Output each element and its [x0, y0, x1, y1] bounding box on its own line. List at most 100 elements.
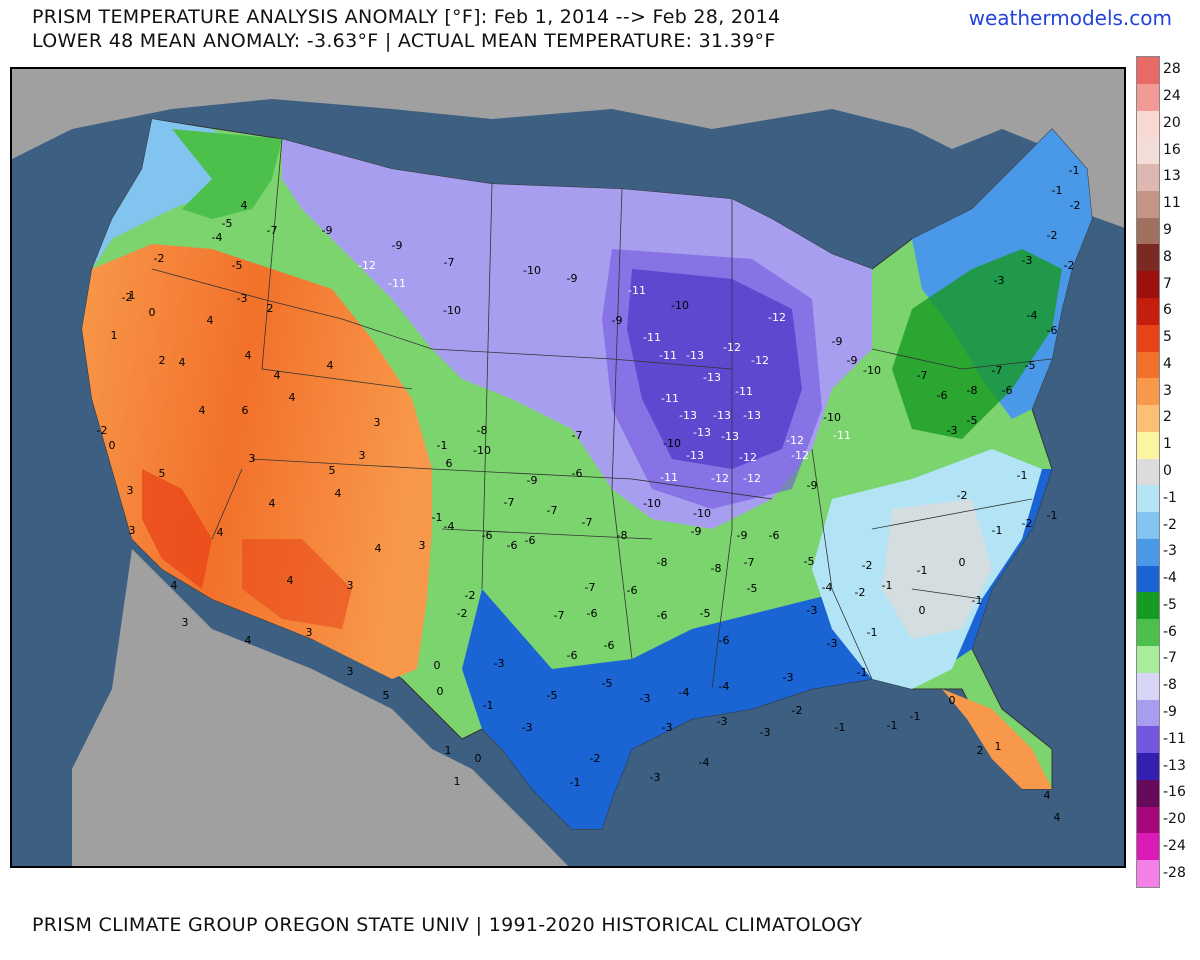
- anomaly-value-label: -12: [743, 472, 761, 485]
- anomaly-value-label: -12: [711, 472, 729, 485]
- anomaly-value-label: -7: [504, 496, 515, 509]
- legend-label: -3: [1163, 543, 1177, 560]
- anomaly-value-label: -4: [212, 231, 223, 244]
- anomaly-value-label: -5: [602, 677, 613, 690]
- anomaly-value-label: -1: [857, 666, 868, 679]
- anomaly-value-label: 4: [245, 634, 252, 647]
- anomaly-value-label: -10: [863, 364, 881, 377]
- anomaly-value-label: -6: [769, 529, 780, 542]
- anomaly-value-label: -8: [657, 556, 668, 569]
- legend-label: 3: [1163, 382, 1172, 399]
- anomaly-value-label: 4: [1054, 811, 1061, 824]
- legend-swatch: [1137, 565, 1159, 593]
- source-link[interactable]: weathermodels.com: [968, 6, 1172, 30]
- legend-swatch: [1137, 833, 1159, 861]
- anomaly-value-label: -4: [719, 680, 730, 693]
- legend-label: 16: [1163, 141, 1181, 158]
- legend-label: 7: [1163, 275, 1172, 292]
- anomaly-value-label: 2: [267, 302, 274, 315]
- legend-swatch: [1137, 83, 1159, 112]
- anomaly-value-label: -11: [659, 349, 677, 362]
- anomaly-value-label: -6: [567, 649, 578, 662]
- anomaly-value-label: -3: [783, 671, 794, 684]
- anomaly-value-label: -10: [671, 299, 689, 312]
- anomaly-value-label: -12: [723, 341, 741, 354]
- anomaly-value-label: -11: [833, 429, 851, 442]
- legend-swatch: [1137, 699, 1159, 727]
- anomaly-value-label: -1: [1047, 509, 1058, 522]
- anomaly-value-label: -10: [663, 437, 681, 450]
- anomaly-value-label: -5: [700, 607, 711, 620]
- anomaly-value-label: 4: [335, 487, 342, 500]
- anomaly-value-label: -9: [847, 354, 858, 367]
- anomaly-value-label: 0: [149, 306, 156, 319]
- anomaly-value-label: -7: [992, 364, 1003, 377]
- anomaly-value-label: 3: [182, 616, 189, 629]
- legend-swatch: [1137, 860, 1159, 888]
- anomaly-value-label: -12: [358, 259, 376, 272]
- legend-label: 6: [1163, 302, 1172, 319]
- color-scale-legend: [1136, 56, 1160, 888]
- anomaly-value-label: -11: [660, 471, 678, 484]
- anomaly-value-label: 4: [287, 574, 294, 587]
- anomaly-value-label: -12: [768, 311, 786, 324]
- anomaly-value-label: 1: [445, 744, 452, 757]
- anomaly-value-label: -6: [587, 607, 598, 620]
- anomaly-value-label: 5: [329, 464, 336, 477]
- anomaly-value-label: 4: [241, 199, 248, 212]
- west-warm-region: [82, 244, 432, 679]
- anomaly-value-label: -11: [628, 284, 646, 297]
- anomaly-value-label: 4: [269, 497, 276, 510]
- legend-swatch: [1137, 431, 1159, 460]
- anomaly-value-label: -13: [713, 409, 731, 422]
- legend-label: -6: [1163, 623, 1177, 640]
- legend-label: 5: [1163, 329, 1172, 346]
- state-boundaries: [151, 138, 1053, 690]
- anomaly-value-label: -6: [1002, 384, 1013, 397]
- anomaly-value-label: 4: [1044, 789, 1051, 802]
- legend-label: -16: [1163, 784, 1186, 801]
- anomaly-value-label: -1: [432, 511, 443, 524]
- anomaly-value-label: -9: [807, 479, 818, 492]
- northeast-green: [892, 249, 1062, 439]
- legend-swatch: [1137, 57, 1159, 85]
- anomaly-value-label: -2: [465, 589, 476, 602]
- anomaly-value-label: 1: [129, 289, 136, 302]
- anomaly-value-label: -11: [735, 385, 753, 398]
- anomaly-value-label: -9: [322, 224, 333, 237]
- map-subtitle-mean-anomaly: LOWER 48 MEAN ANOMALY: -3.63°F | ACTUAL …: [32, 30, 776, 52]
- anomaly-value-label: -7: [267, 224, 278, 237]
- legend-swatch: [1137, 806, 1159, 834]
- anomaly-value-label: -12: [751, 354, 769, 367]
- anomaly-value-label: 1: [454, 775, 461, 788]
- anomaly-value-label: -12: [791, 449, 809, 462]
- anomaly-value-label: -3: [947, 424, 958, 437]
- anomaly-value-label: -6: [627, 584, 638, 597]
- legend-label: -24: [1163, 837, 1186, 854]
- anomaly-value-label: -2: [957, 489, 968, 502]
- anomaly-value-label: -3: [827, 637, 838, 650]
- anomaly-value-label: 3: [306, 626, 313, 639]
- legend-swatch: [1137, 110, 1159, 138]
- anomaly-value-label: 4: [171, 579, 178, 592]
- anomaly-value-label: -3: [494, 657, 505, 670]
- anomaly-value-label: 1: [995, 740, 1002, 753]
- legend-label: 9: [1163, 222, 1172, 239]
- anomaly-value-label: -7: [585, 581, 596, 594]
- anomaly-value-label: -7: [547, 504, 558, 517]
- anomaly-value-label: -2: [457, 607, 468, 620]
- anomaly-value-label: -3: [717, 715, 728, 728]
- anomaly-value-label: -11: [661, 392, 679, 405]
- anomaly-value-label: -13: [686, 449, 704, 462]
- anomaly-value-label: -1: [1069, 164, 1080, 177]
- anomaly-value-label: -6: [1047, 324, 1058, 337]
- legend-swatch: [1137, 351, 1159, 379]
- anomaly-value-label: 4: [289, 391, 296, 404]
- anomaly-value-label: -10: [823, 411, 841, 424]
- anomaly-value-label: -3: [994, 274, 1005, 287]
- mexico-landmass: [72, 549, 569, 866]
- anomaly-map[interactable]: 4 -5 -4 -2 -5 -7 -9 -9 -12 -11 -10 -7 -10 -9 -11 -9 -10-…: [10, 67, 1126, 868]
- legend-swatch: [1137, 137, 1159, 165]
- anomaly-value-label: -1: [992, 524, 1003, 537]
- anomaly-value-label: -9: [832, 335, 843, 348]
